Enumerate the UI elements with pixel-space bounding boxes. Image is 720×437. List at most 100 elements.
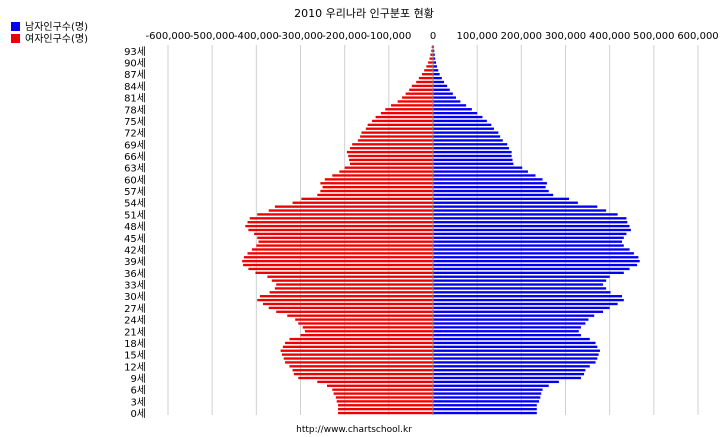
bar-male (433, 73, 440, 76)
bar-female (242, 259, 433, 263)
bar-female (367, 123, 433, 127)
bar-male (433, 182, 547, 185)
bar-male (433, 69, 439, 72)
bar-male (433, 147, 509, 150)
bar-male (433, 256, 639, 259)
bar-male (433, 108, 472, 111)
bar-male (433, 158, 513, 162)
bar-male (433, 115, 483, 119)
bar-female (274, 205, 433, 208)
bar-male (433, 139, 503, 142)
bar-male (433, 76, 442, 80)
bar-male (433, 372, 585, 376)
bar-female (285, 361, 433, 364)
bar-female (332, 388, 433, 391)
y-axis-labels: 0세3세6세9세12세15세18세21세24세27세30세33세36세39세42… (124, 46, 146, 420)
bar-male (433, 400, 539, 403)
bar-male (433, 88, 450, 91)
bar-female (333, 392, 433, 395)
legend: 남자인구수(명) 여자인구수(명) (11, 21, 88, 45)
bar-female (405, 92, 433, 95)
bar-male (433, 310, 604, 313)
bar-female (289, 365, 433, 368)
bar-female (418, 76, 433, 80)
bar-female (424, 69, 433, 72)
bar-male (433, 174, 536, 177)
bar-female (256, 244, 433, 247)
x-axis-ticks: -600,000 -500,000 -400,000 -300,000 -200,000… (146, 31, 719, 42)
bar-male (433, 291, 611, 294)
bar-female (336, 400, 433, 403)
bar-male (433, 407, 537, 411)
y-tick-label: 24세 (124, 315, 146, 327)
bar-male (433, 365, 590, 368)
bar-female (416, 80, 433, 84)
bar-female (298, 322, 433, 325)
bar-female (431, 49, 433, 53)
x-tick-label: -600,000 (146, 31, 191, 42)
bar-female (281, 353, 433, 356)
x-tick-label: -500,000 (190, 31, 235, 42)
bar-female (301, 197, 433, 201)
bar-male (433, 361, 596, 364)
y-tick-label: 90세 (124, 58, 146, 70)
x-tick-label: 300,000 (545, 31, 586, 42)
bar-female (349, 158, 433, 162)
bar-male (433, 61, 437, 64)
x-tick-label: -300,000 (278, 31, 323, 42)
bar-male (433, 357, 598, 360)
x-tick-label: 500,000 (633, 31, 674, 42)
y-tick-label: 66세 (124, 151, 146, 163)
y-tick-label: 9세 (130, 373, 146, 385)
bar-female (254, 232, 433, 236)
bar-male (433, 244, 624, 247)
y-tick-label: 87세 (124, 69, 146, 81)
bar-male (433, 143, 508, 146)
bar-female (338, 404, 433, 407)
bar-male (433, 240, 623, 243)
bar-male (433, 127, 494, 130)
bar-female (257, 298, 433, 302)
bar-male (433, 111, 478, 115)
y-tick-label: 18세 (124, 338, 146, 350)
bar-female (292, 369, 433, 372)
bar-female (258, 240, 433, 243)
bar-male (433, 384, 549, 387)
bar-female (346, 150, 433, 154)
y-tick-label: 81세 (124, 93, 146, 105)
y-tick-label: 15세 (124, 350, 146, 362)
y-tick-label: 60세 (124, 174, 146, 186)
bar-female (293, 372, 433, 376)
bar-female (339, 170, 433, 173)
bar-female (247, 221, 433, 224)
x-tick-label: 0 (430, 31, 436, 42)
x-tick-label: -100,000 (366, 31, 411, 42)
bar-female (257, 213, 433, 216)
y-tick-label: 3세 (130, 396, 146, 408)
x-tick-label: -400,000 (234, 31, 279, 42)
bar-female (251, 248, 433, 251)
bar-male (433, 166, 523, 169)
bar-female (402, 96, 433, 99)
bar-female (300, 333, 433, 337)
bar-female (287, 314, 433, 317)
bar-female (411, 84, 433, 88)
bar-male (433, 306, 610, 310)
bar-female (268, 306, 433, 310)
bar-male (433, 248, 630, 251)
bars (242, 45, 640, 415)
bar-male (433, 150, 512, 154)
bar-female (365, 127, 433, 130)
bar-male (433, 232, 627, 236)
y-tick-label: 27세 (124, 303, 146, 315)
bar-female (283, 357, 433, 360)
bar-male (433, 275, 610, 278)
y-tick-label: 48세 (124, 221, 146, 233)
bar-female (385, 108, 433, 111)
bar-female (322, 185, 433, 189)
bar-female (249, 217, 433, 220)
x-tick-label: -200,000 (322, 31, 367, 42)
bar-female (292, 201, 433, 204)
legend-label-female: 여자인구수(명) (25, 33, 88, 45)
bar-male (433, 224, 630, 228)
